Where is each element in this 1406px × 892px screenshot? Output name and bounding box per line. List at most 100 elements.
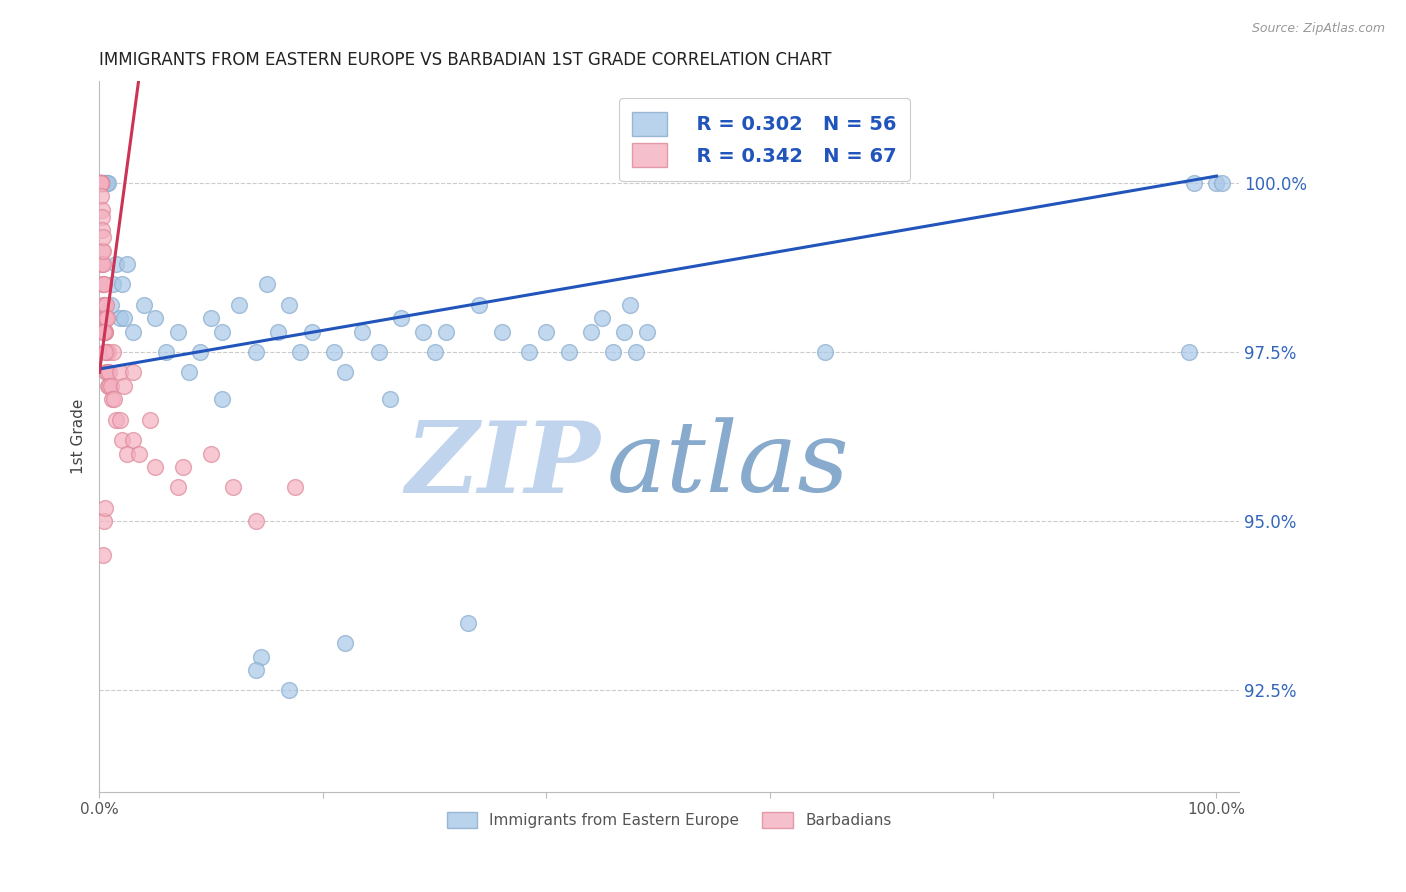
Point	[245, 514, 267, 528]
Point	[96, 176, 118, 190]
Point	[91, 257, 114, 271]
Point	[101, 345, 124, 359]
Point	[97, 379, 120, 393]
Point	[90, 176, 112, 190]
Point	[200, 446, 222, 460]
Point	[94, 325, 117, 339]
Point	[93, 277, 115, 292]
Point	[267, 325, 290, 339]
Point	[100, 379, 122, 393]
Point	[132, 298, 155, 312]
Point	[90, 202, 112, 217]
Point	[90, 176, 112, 190]
Point	[101, 277, 124, 292]
Legend: Immigrants from Eastern Europe, Barbadians: Immigrants from Eastern Europe, Barbadia…	[440, 805, 897, 834]
Point	[602, 345, 624, 359]
Point	[166, 325, 188, 339]
Point	[1182, 176, 1205, 190]
Point	[613, 325, 636, 339]
Point	[93, 325, 115, 339]
Point	[245, 345, 267, 359]
Point	[90, 176, 112, 190]
Point	[94, 500, 117, 515]
Point	[335, 365, 357, 379]
Point	[100, 298, 122, 312]
Point	[97, 176, 120, 190]
Point	[301, 325, 323, 339]
Point	[103, 392, 125, 407]
Point	[491, 325, 513, 339]
Point	[579, 325, 602, 339]
Point	[814, 345, 837, 359]
Point	[117, 257, 139, 271]
Point	[1205, 176, 1227, 190]
Point	[423, 345, 446, 359]
Point	[122, 433, 145, 447]
Point	[519, 345, 541, 359]
Point	[89, 176, 111, 190]
Point	[557, 345, 579, 359]
Point	[389, 311, 412, 326]
Point	[278, 683, 301, 698]
Point	[278, 298, 301, 312]
Point	[166, 480, 188, 494]
Point	[1177, 345, 1199, 359]
Point	[122, 325, 145, 339]
Point	[250, 649, 273, 664]
Point	[591, 311, 613, 326]
Point	[90, 176, 112, 190]
Point	[90, 189, 112, 203]
Point	[105, 413, 128, 427]
Point	[90, 176, 112, 190]
Point	[91, 176, 114, 190]
Point	[536, 325, 558, 339]
Point	[100, 392, 122, 407]
Point	[94, 345, 117, 359]
Point	[93, 176, 115, 190]
Point	[91, 548, 114, 562]
Point	[91, 325, 114, 339]
Point	[378, 392, 401, 407]
Text: atlas: atlas	[606, 417, 849, 513]
Point	[93, 311, 115, 326]
Point	[112, 379, 135, 393]
Point	[323, 345, 346, 359]
Point	[91, 244, 114, 258]
Point	[90, 176, 112, 190]
Point	[108, 311, 131, 326]
Point	[93, 514, 115, 528]
Point	[90, 210, 112, 224]
Text: IMMIGRANTS FROM EASTERN EUROPE VS BARBADIAN 1ST GRADE CORRELATION CHART: IMMIGRANTS FROM EASTERN EUROPE VS BARBAD…	[100, 51, 832, 69]
Point	[117, 446, 139, 460]
Point	[91, 277, 114, 292]
Point	[90, 176, 112, 190]
Point	[335, 636, 357, 650]
Point	[172, 460, 194, 475]
Point	[111, 433, 134, 447]
Point	[89, 176, 111, 190]
Point	[222, 480, 245, 494]
Point	[434, 325, 457, 339]
Point	[94, 176, 117, 190]
Point	[94, 298, 117, 312]
Point	[90, 223, 112, 237]
Point	[122, 365, 145, 379]
Y-axis label: 1st Grade: 1st Grade	[72, 399, 86, 475]
Point	[211, 392, 233, 407]
Point	[188, 345, 211, 359]
Point	[94, 325, 117, 339]
Point	[256, 277, 278, 292]
Point	[619, 298, 641, 312]
Point	[138, 413, 160, 427]
Point	[155, 345, 177, 359]
Point	[96, 345, 118, 359]
Point	[94, 365, 117, 379]
Point	[468, 298, 491, 312]
Point	[457, 615, 479, 630]
Point	[350, 325, 373, 339]
Point	[112, 311, 135, 326]
Point	[1211, 176, 1233, 190]
Text: ZIP: ZIP	[406, 417, 600, 513]
Point	[96, 365, 118, 379]
Point	[636, 325, 658, 339]
